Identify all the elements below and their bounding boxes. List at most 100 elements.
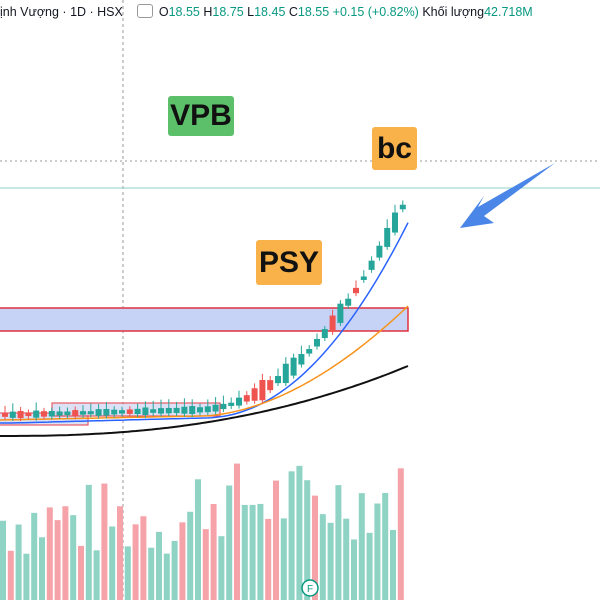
field-label: H bbox=[203, 5, 213, 19]
volume-bar bbox=[265, 518, 272, 600]
volume-bar bbox=[179, 522, 186, 600]
moving-average bbox=[0, 365, 409, 437]
candle-body bbox=[392, 212, 398, 233]
volume-label: Khối lượng bbox=[422, 5, 485, 19]
volume-bar bbox=[148, 547, 155, 600]
symbol: ịnh Vượng · 1D · HSX bbox=[0, 5, 123, 19]
volume-bar bbox=[31, 512, 38, 600]
candle-body bbox=[189, 406, 196, 414]
candle-body bbox=[150, 409, 157, 413]
volume-bar bbox=[304, 480, 311, 600]
candle-body bbox=[197, 407, 203, 413]
candle-body bbox=[56, 411, 63, 416]
candle-body bbox=[134, 408, 141, 415]
volume-bar bbox=[39, 537, 45, 600]
candle-body bbox=[165, 407, 172, 414]
volume-bar bbox=[78, 545, 84, 600]
candle-body bbox=[111, 409, 118, 415]
volume-bar bbox=[241, 504, 248, 600]
candle-body bbox=[337, 303, 344, 323]
candle-body bbox=[282, 363, 289, 384]
volume-bar bbox=[390, 529, 396, 600]
field-label: L bbox=[247, 5, 255, 19]
candle-body bbox=[119, 410, 125, 414]
candle-body bbox=[17, 410, 24, 419]
volume-bar bbox=[109, 526, 116, 600]
candle-body bbox=[33, 410, 40, 418]
candle-body bbox=[353, 287, 359, 294]
volume-bar bbox=[101, 483, 108, 600]
candle-body bbox=[25, 412, 32, 417]
field-label: C bbox=[288, 5, 298, 19]
volume-bar bbox=[335, 485, 342, 600]
volume-bar bbox=[257, 503, 264, 600]
volume-bar bbox=[210, 503, 217, 600]
candle-body bbox=[64, 411, 71, 416]
candle-body bbox=[204, 406, 211, 413]
volume-bar bbox=[382, 493, 389, 600]
candle-body bbox=[376, 245, 383, 258]
change: +0.15 (+0.82%) bbox=[332, 5, 419, 19]
candle-body bbox=[72, 410, 79, 417]
candle-body bbox=[329, 315, 336, 332]
field-value: 18.55 bbox=[297, 5, 330, 19]
moving-average bbox=[0, 305, 409, 421]
candle-body bbox=[251, 388, 258, 401]
volume-bar bbox=[124, 546, 131, 600]
volume-bar bbox=[319, 514, 326, 600]
candle-body bbox=[228, 402, 235, 406]
candle-body bbox=[321, 329, 328, 339]
volume-bar bbox=[54, 520, 61, 600]
volume-value: 42.718M bbox=[484, 5, 533, 19]
volume-bar bbox=[226, 485, 233, 600]
volume-bar bbox=[70, 515, 77, 600]
volume-bar bbox=[0, 520, 6, 600]
volume-bar bbox=[85, 484, 92, 600]
candle-body bbox=[267, 380, 274, 391]
volume-bar bbox=[397, 468, 404, 600]
volume-bar bbox=[132, 524, 139, 600]
volume-bar bbox=[93, 550, 100, 600]
volume-bar bbox=[7, 550, 14, 600]
volume-bar bbox=[195, 479, 201, 600]
volume-bar bbox=[273, 480, 279, 600]
candle-body bbox=[173, 407, 180, 413]
candle-body bbox=[48, 410, 55, 417]
badge bbox=[301, 579, 319, 597]
candle-body bbox=[142, 407, 149, 416]
candle-body bbox=[41, 411, 47, 417]
arrow bbox=[460, 163, 555, 228]
field-value: 18.55 bbox=[168, 5, 200, 19]
volume-bar bbox=[202, 529, 209, 600]
annotation: VPB bbox=[168, 96, 234, 136]
volume-bar bbox=[23, 553, 30, 600]
candle-body bbox=[345, 298, 352, 306]
candle-body bbox=[80, 411, 86, 415]
candle-body bbox=[290, 357, 297, 376]
eye-icon[interactable] bbox=[136, 4, 153, 18]
volume-bar bbox=[171, 540, 178, 600]
candle-body bbox=[306, 349, 313, 354]
volume-bar bbox=[15, 524, 22, 600]
volume-bar bbox=[327, 522, 334, 600]
volume-bar bbox=[351, 539, 357, 600]
volume-bar bbox=[234, 463, 240, 600]
volume-bar bbox=[249, 504, 256, 600]
candle-body bbox=[259, 379, 266, 401]
candle-body bbox=[243, 395, 250, 402]
volume-bar bbox=[343, 518, 350, 600]
field-value: 18.75 bbox=[212, 5, 244, 19]
volume-bar bbox=[218, 536, 225, 600]
candle-body bbox=[275, 375, 281, 384]
volume-bar bbox=[140, 516, 147, 600]
candle-body bbox=[95, 409, 102, 416]
candle-body bbox=[2, 413, 8, 417]
moving-average bbox=[0, 222, 409, 424]
header: ịnh Vượng · 1D · HSX O18.55 H18.75 L18.45… bbox=[0, 4, 533, 19]
volume-bar bbox=[280, 518, 287, 600]
volume-bar bbox=[156, 531, 162, 600]
candle-body bbox=[87, 411, 94, 415]
candle-body bbox=[384, 227, 391, 247]
